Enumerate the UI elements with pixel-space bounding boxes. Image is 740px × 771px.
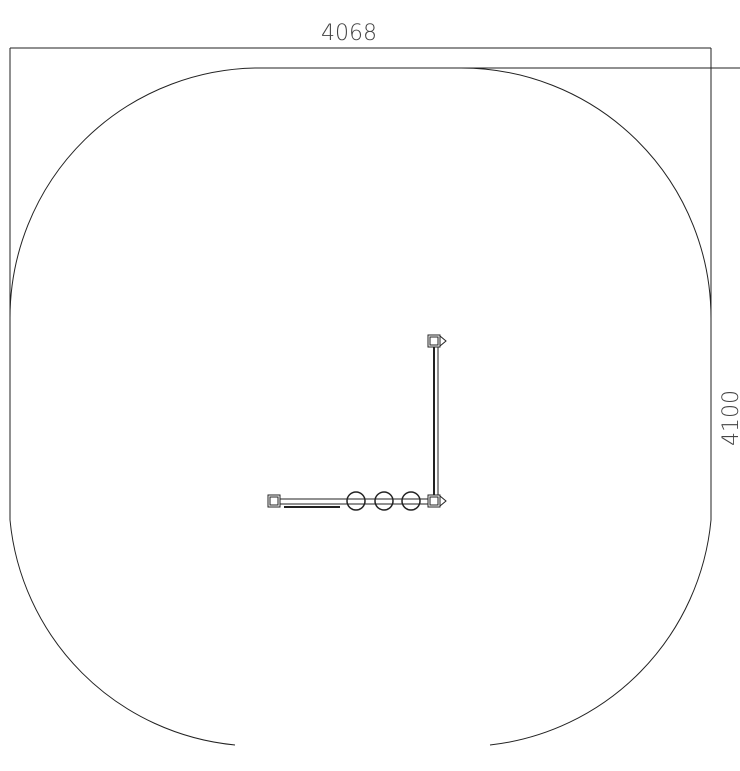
ring [401,491,421,511]
post-cap [439,495,447,507]
post-inner [429,496,439,506]
safety-zone [9,67,712,746]
post-cap [439,335,447,347]
ring [374,491,394,511]
ring [346,491,366,511]
post [427,494,441,508]
width-label: 4068 [321,21,377,46]
post-inner [429,336,439,346]
post [267,494,281,508]
equipment [267,334,447,511]
post-inner [269,496,279,506]
height-label: 4100 [719,390,740,446]
